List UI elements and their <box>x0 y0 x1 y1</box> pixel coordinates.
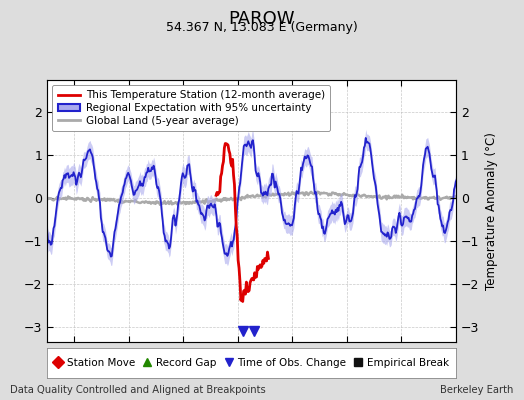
Text: 54.367 N, 13.083 E (Germany): 54.367 N, 13.083 E (Germany) <box>166 21 358 34</box>
Legend: Station Move, Record Gap, Time of Obs. Change, Empirical Break: Station Move, Record Gap, Time of Obs. C… <box>52 356 451 370</box>
Text: Data Quality Controlled and Aligned at Breakpoints: Data Quality Controlled and Aligned at B… <box>10 385 266 395</box>
Text: PAROW: PAROW <box>229 10 295 28</box>
Text: Berkeley Earth: Berkeley Earth <box>440 385 514 395</box>
Legend: This Temperature Station (12-month average), Regional Expectation with 95% uncer: This Temperature Station (12-month avera… <box>52 85 330 131</box>
Y-axis label: Temperature Anomaly (°C): Temperature Anomaly (°C) <box>485 132 498 290</box>
